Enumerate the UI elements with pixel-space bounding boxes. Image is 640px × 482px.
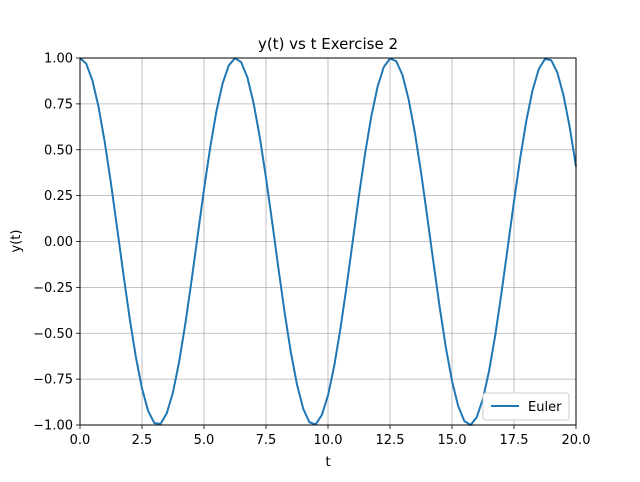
x-tick-label: 20.0 <box>562 433 591 448</box>
y-tick-label: 0.50 <box>44 143 73 158</box>
grid <box>79 57 577 426</box>
x-axis-label: t <box>325 455 330 470</box>
x-tick-label: 10.0 <box>314 433 343 448</box>
y-axis-label: y(t) <box>9 230 24 253</box>
y-tick-label: 0.00 <box>44 235 73 250</box>
y-tick-label: −0.50 <box>33 327 73 342</box>
x-tick-label: 5.0 <box>194 433 215 448</box>
x-tick-label: 2.5 <box>132 433 153 448</box>
x-tick-label: 7.5 <box>256 433 277 448</box>
chart-title: y(t) vs t Exercise 2 <box>258 35 398 53</box>
y-tick-label: −1.00 <box>33 419 73 434</box>
y-tick-label: 0.25 <box>44 189 73 204</box>
x-tick-label: 15.0 <box>438 433 467 448</box>
y-tick-label: 1.00 <box>44 52 73 67</box>
y-tick-label: −0.25 <box>33 281 73 296</box>
x-tick-label: 17.5 <box>500 433 529 448</box>
y-axis-ticks: 1.00 0.75 0.50 0.25 0.00 −0.25 −0.50 −0.75 −1.00 <box>33 52 80 434</box>
x-axis-ticks: 0.0 2.5 5.0 7.5 10.0 12.5 15.0 17.5 20.0 <box>70 425 591 448</box>
legend-label: Euler <box>528 400 562 415</box>
series-layer <box>79 57 577 426</box>
y-tick-label: −0.75 <box>33 373 73 388</box>
series-line-euler <box>79 57 577 426</box>
legend-box <box>482 392 570 421</box>
y-tick-label: 0.75 <box>44 97 73 112</box>
x-tick-label: 0.0 <box>70 433 91 448</box>
legend: Euler <box>482 392 570 421</box>
x-tick-label: 12.5 <box>376 433 405 448</box>
